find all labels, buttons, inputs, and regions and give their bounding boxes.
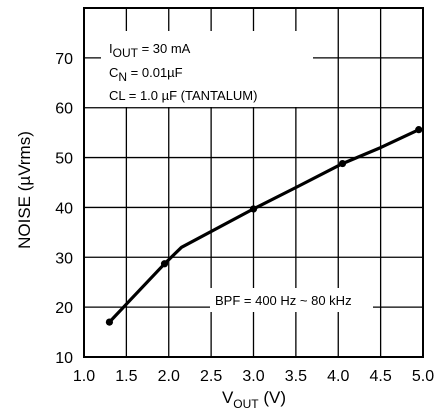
noise-series-line [107, 128, 421, 324]
data-point [249, 205, 258, 213]
conditions-box [101, 31, 313, 107]
bandwidth-annotation: BPF = 400 Hz ~ 80 kHz [215, 293, 352, 308]
y-tick-label: 50 [55, 151, 73, 168]
plot-frame [83, 7, 424, 358]
x-tick-label: 5.0 [412, 368, 434, 385]
y-tick-label: 10 [55, 350, 73, 367]
data-point [415, 126, 423, 134]
x-tick-label: 1.0 [73, 368, 95, 385]
y-tick-label: 60 [55, 101, 73, 118]
condition-cn: CN = 0.01µF [109, 65, 183, 84]
series-group [105, 126, 423, 326]
y-tick-label: 20 [55, 300, 73, 317]
x-tick-label: 4.0 [327, 368, 349, 385]
x-tick-label: 4.5 [370, 368, 392, 385]
condition-iout: IOUT = 30 mA [109, 41, 191, 60]
x-tick-label: 2.0 [158, 368, 180, 385]
x-tick-label: 1.5 [115, 368, 137, 385]
data-point [160, 260, 169, 268]
y-axis-title: NOISE (µVrms) [15, 131, 34, 249]
x-tick-label: 3.0 [242, 368, 264, 385]
y-tick-label: 40 [55, 200, 73, 217]
y-tick-label: 30 [55, 250, 73, 267]
condition-cl: CL = 1.0 µF (TANTALUM) [109, 88, 257, 103]
data-point [105, 318, 114, 326]
x-axis-title: VOUT (V) [222, 388, 286, 411]
bandwidth-box [210, 288, 373, 312]
x-tick-label: 2.5 [200, 368, 222, 385]
data-point [338, 159, 347, 168]
y-tick-label: 70 [55, 51, 73, 68]
x-tick-label: 3.5 [285, 368, 307, 385]
x-tick-labels: 1.0 1.5 2.0 2.5 3.0 3.5 4.0 4.5 5.0 [73, 368, 434, 385]
y-tick-labels: 10 20 30 40 50 60 70 [55, 51, 73, 367]
